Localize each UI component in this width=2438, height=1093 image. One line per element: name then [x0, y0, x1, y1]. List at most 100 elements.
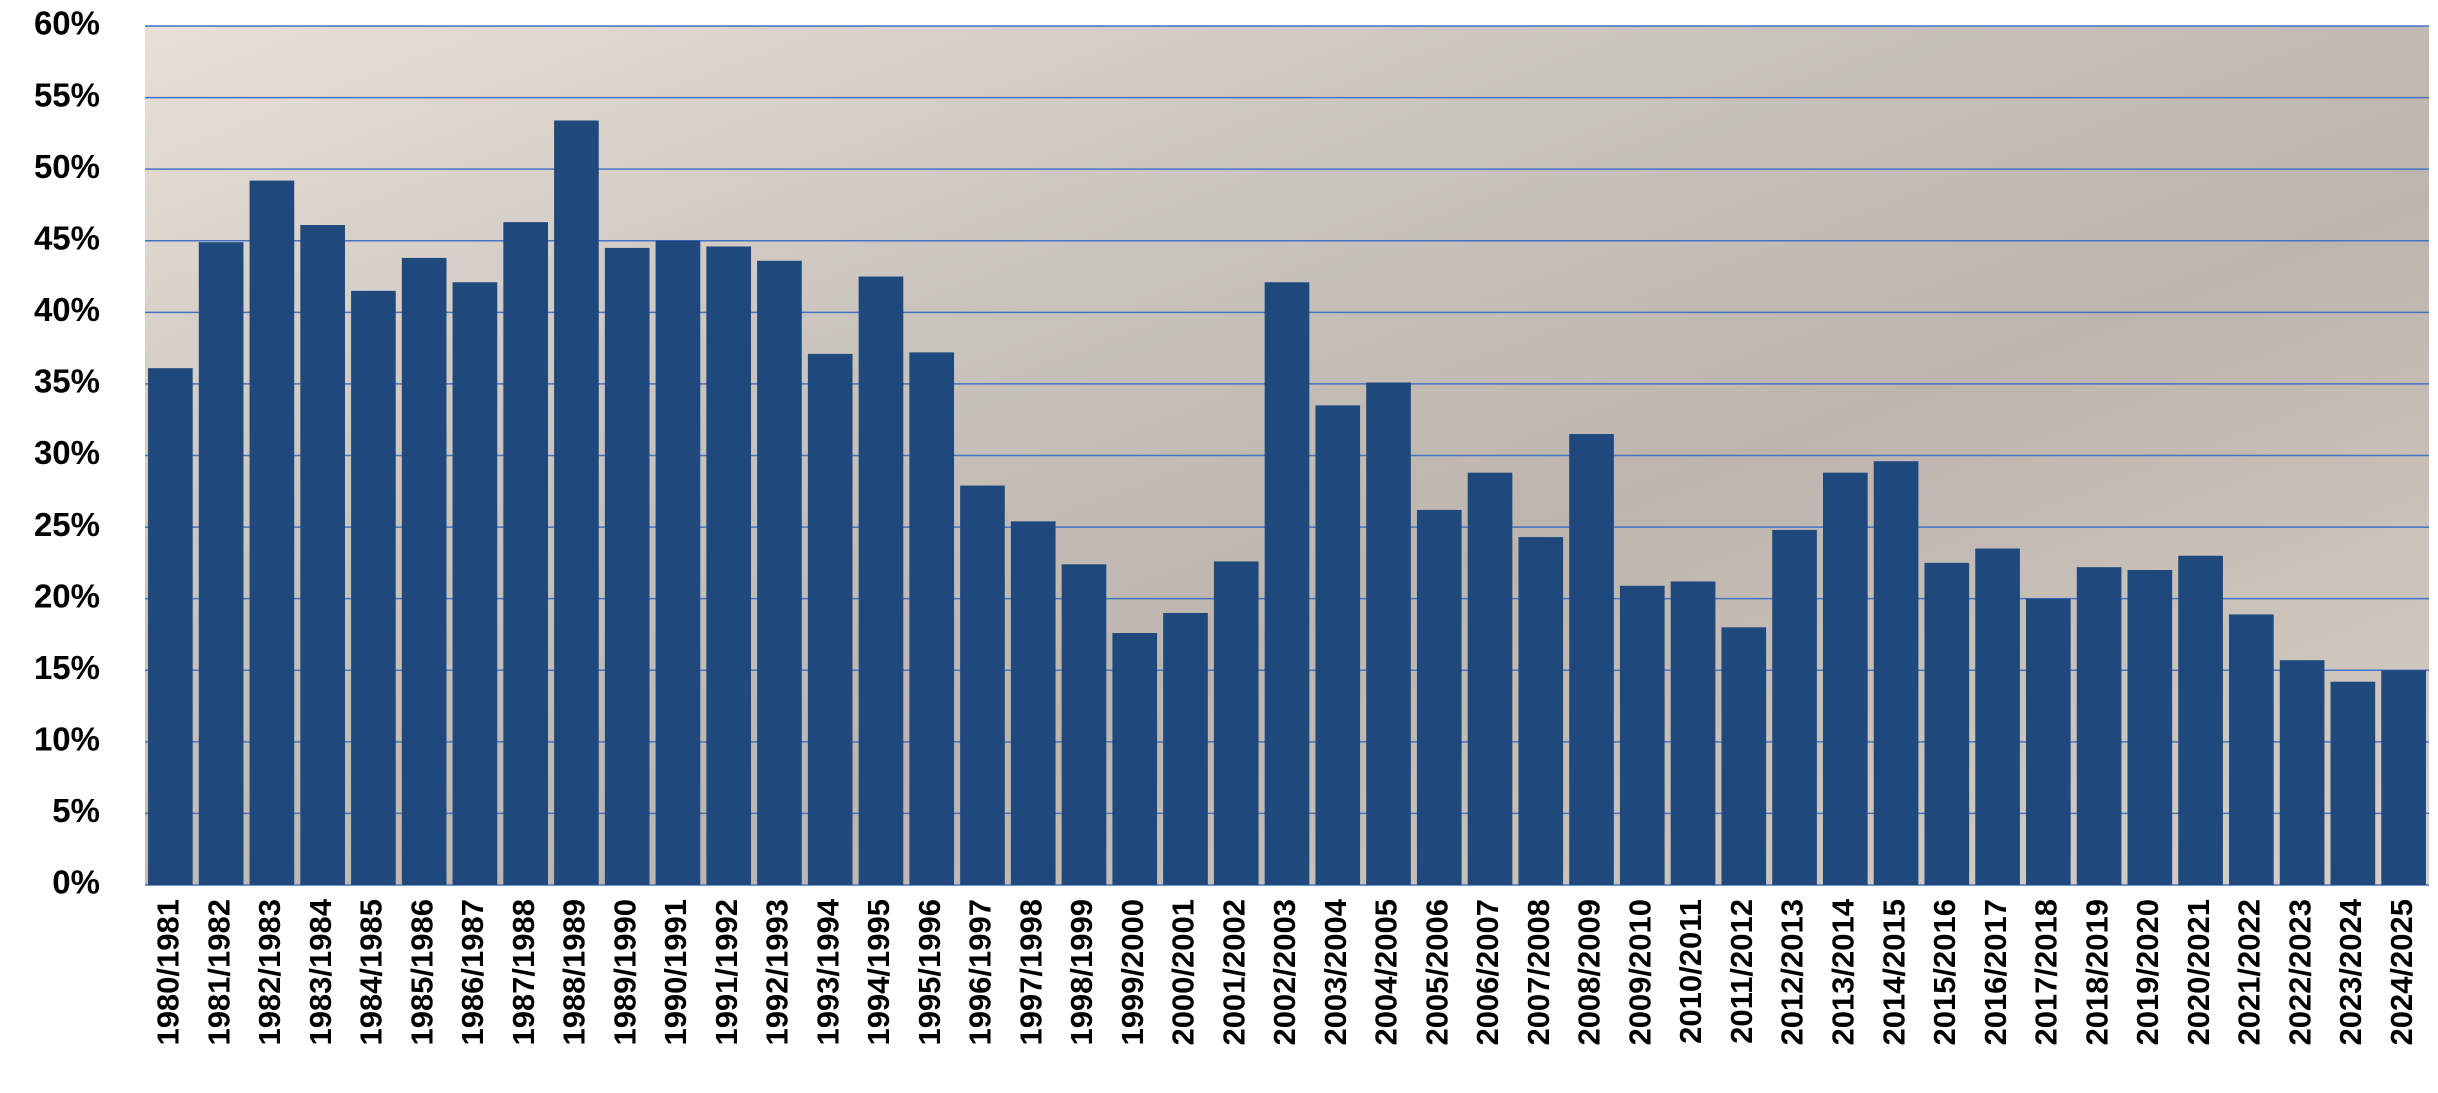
bar — [300, 225, 345, 886]
x-tick-label: 2001/2002 — [1216, 899, 1251, 1046]
x-tick-label: 2012/2013 — [1775, 899, 1810, 1046]
y-tick-label: 10% — [34, 721, 100, 758]
bar — [1721, 627, 1767, 885]
x-tick-label: 1997/1998 — [1013, 899, 1048, 1046]
bar — [655, 240, 701, 885]
x-tick-label: 1990/1991 — [658, 899, 693, 1046]
x-tick-label: 2008/2009 — [1572, 899, 1607, 1046]
bar — [909, 352, 955, 885]
y-tick-label: 50% — [34, 148, 100, 185]
x-tick-label: 1995/1996 — [912, 899, 947, 1046]
y-tick-label: 0% — [52, 864, 100, 901]
bar — [2127, 570, 2173, 885]
x-tick-label: 1992/1993 — [760, 899, 795, 1046]
x-tick-label: 2003/2004 — [1318, 898, 1353, 1045]
x-tick-label: 2021/2022 — [2232, 899, 2267, 1046]
x-tick-label: 2004/2005 — [1369, 899, 1404, 1046]
bar — [604, 247, 650, 886]
x-tick-label: 1996/1997 — [963, 899, 998, 1046]
bar — [2279, 660, 2325, 885]
bar — [757, 260, 802, 885]
x-tick-label: 2009/2010 — [1622, 899, 1657, 1046]
x-tick-label: 1998/1999 — [1064, 899, 1099, 1046]
x-tick-label: 2006/2007 — [1470, 899, 1505, 1046]
x-tick-label: 2022/2023 — [2282, 899, 2317, 1046]
bar — [1264, 282, 1310, 886]
bar — [807, 353, 853, 885]
bar — [1315, 405, 1361, 885]
x-tick-label: 2005/2006 — [1419, 899, 1454, 1046]
x-tick-label: 2019/2020 — [2130, 899, 2165, 1046]
x-tick-label: 2011/2012 — [1724, 899, 1759, 1044]
bar — [1061, 564, 1107, 885]
x-tick-label: 1988/1989 — [557, 899, 592, 1046]
y-tick-label: 35% — [34, 363, 100, 400]
x-tick-label: 1984/1985 — [354, 899, 389, 1046]
bar — [452, 282, 498, 886]
bar — [2076, 567, 2122, 885]
bar — [1163, 612, 1208, 885]
bar — [2330, 681, 2376, 885]
y-tick-label: 40% — [34, 291, 100, 328]
bar — [148, 368, 193, 885]
x-tick-label: 1989/1990 — [607, 899, 642, 1046]
bar — [351, 290, 396, 885]
bar — [858, 276, 904, 886]
x-tick-label: 2024/2025 — [2384, 899, 2419, 1046]
y-tick-label: 25% — [34, 506, 100, 543]
x-tick-label: 2016/2017 — [1978, 899, 2013, 1046]
y-tick-label: 5% — [52, 792, 100, 829]
bar — [1366, 382, 1411, 885]
x-tick-label: 1983/1984 — [303, 898, 338, 1045]
bar — [1467, 472, 1513, 885]
x-tick-label: 1987/1988 — [506, 899, 541, 1046]
x-tick-label: 2013/2014 — [1825, 898, 1860, 1045]
bar — [2026, 598, 2071, 885]
x-tick-label: 1991/1992 — [709, 899, 744, 1046]
bar — [1772, 529, 1817, 885]
x-tick-label: 2000/2001 — [1166, 899, 1201, 1046]
y-tick-label: 15% — [34, 649, 100, 686]
y-tick-label: 30% — [34, 434, 100, 471]
x-tick-label: 2014/2015 — [1876, 899, 1911, 1046]
bar — [1213, 561, 1259, 885]
x-tick-label: 1999/2000 — [1115, 899, 1150, 1046]
bar — [2178, 555, 2223, 885]
bar — [1975, 548, 2020, 885]
bar — [1569, 434, 1614, 885]
y-tick-label: 60% — [34, 5, 100, 42]
x-tick-label: 1985/1986 — [404, 899, 439, 1046]
x-tick-label: 2007/2008 — [1521, 899, 1556, 1046]
bar — [1670, 581, 1716, 885]
x-tick-label: 1986/1987 — [455, 899, 490, 1046]
x-tick-label: 2015/2016 — [1927, 899, 1962, 1046]
x-tick-label: 1994/1995 — [861, 899, 896, 1046]
bar — [1619, 585, 1665, 885]
bar — [249, 180, 295, 885]
bar — [401, 257, 447, 885]
x-tick-label: 1993/1994 — [810, 898, 845, 1045]
bar — [554, 120, 599, 886]
bar — [1822, 472, 1868, 885]
x-tick-label: 1980/1981 — [151, 899, 186, 1046]
x-tick-label: 2017/2018 — [2029, 899, 2064, 1046]
y-tick-label: 55% — [34, 76, 100, 113]
bar — [706, 246, 752, 885]
bar — [503, 222, 548, 886]
bar — [2381, 670, 2426, 885]
y-tick-label: 45% — [34, 219, 100, 256]
bar — [1112, 633, 1158, 885]
x-tick-label: 2020/2021 — [2181, 899, 2216, 1046]
y-tick-label: 20% — [34, 577, 100, 614]
x-tick-label: 1981/1982 — [201, 899, 236, 1046]
bar — [198, 242, 244, 886]
bar — [1873, 461, 1919, 885]
bar — [1416, 509, 1462, 885]
x-tick-label: 1982/1983 — [252, 899, 287, 1046]
bar — [1924, 562, 1970, 885]
x-tick-label: 2002/2003 — [1267, 899, 1302, 1046]
bar — [960, 485, 1005, 885]
x-tick-label: 2018/2019 — [2079, 899, 2114, 1046]
bar — [1518, 537, 1564, 885]
bar — [1010, 521, 1056, 885]
